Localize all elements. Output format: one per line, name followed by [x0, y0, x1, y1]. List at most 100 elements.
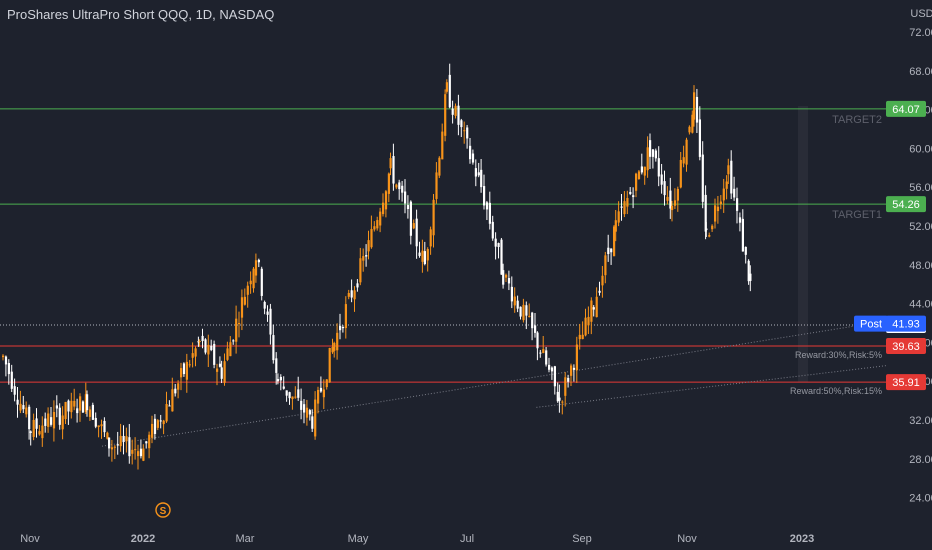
candle-body: [229, 342, 232, 357]
candle-body: [198, 340, 201, 342]
candle-body: [429, 229, 432, 247]
candle-body: [148, 434, 151, 449]
candle-body: [719, 201, 722, 205]
candle-body: [165, 403, 168, 422]
x-tick-label: Sep: [572, 533, 592, 545]
candle-body: [558, 397, 561, 401]
candle-body: [629, 191, 632, 194]
candle-body: [695, 96, 699, 123]
candle-body: [70, 400, 73, 413]
candle-body: [421, 250, 424, 262]
candle-body: [131, 449, 134, 454]
candle-body: [266, 311, 269, 315]
candle-body: [722, 188, 725, 201]
candle-body: [556, 391, 559, 402]
candle-body: [291, 396, 294, 400]
candle-body: [81, 401, 85, 413]
candle-body: [483, 186, 486, 206]
candle-body: [311, 416, 314, 429]
candle-body: [497, 243, 500, 248]
candle-body: [494, 238, 497, 247]
candle-body: [125, 436, 128, 442]
candle-body: [347, 292, 350, 297]
candle-body: [86, 394, 89, 411]
candle-body: [404, 191, 407, 204]
candle-body: [243, 296, 246, 305]
candle-body: [182, 363, 186, 375]
candle-body: [510, 286, 513, 302]
x-tick-label: Mar: [236, 533, 255, 545]
level-value-label: 54.26: [892, 199, 920, 211]
candle-body: [534, 325, 537, 333]
x-tick-label: Jul: [460, 533, 474, 545]
candle-body: [471, 153, 475, 163]
post-price-label: 41.93: [892, 319, 920, 331]
y-tick-label: 48.00: [909, 260, 932, 272]
event-marker[interactable]: [155, 502, 171, 518]
candle-body: [666, 196, 669, 201]
candle-body: [19, 403, 22, 411]
x-tick-label: Nov: [677, 533, 697, 545]
candle-body: [623, 201, 626, 215]
candle-body: [693, 92, 696, 120]
candle-body: [119, 435, 122, 447]
candle-body: [194, 348, 197, 357]
candle-body: [362, 256, 365, 261]
candle-body: [519, 306, 522, 317]
candle-body: [285, 390, 288, 396]
candle-body: [626, 198, 629, 207]
candle-body: [177, 383, 180, 390]
candle-body: [162, 420, 165, 425]
candle-body: [444, 94, 447, 136]
x-tick-label: 2022: [131, 533, 155, 545]
candle-body: [567, 377, 570, 382]
candle-body: [643, 166, 646, 176]
candle-body: [607, 247, 610, 255]
candle-body: [398, 182, 401, 190]
candle-body: [103, 420, 106, 433]
candle-body: [97, 425, 100, 428]
candle-body: [197, 341, 200, 343]
candle-body: [392, 156, 395, 184]
candle-body: [32, 420, 35, 437]
candle-body: [395, 184, 398, 188]
candle-body: [536, 332, 539, 349]
candle-body: [52, 412, 56, 429]
candle-body: [94, 417, 97, 427]
candle-body: [226, 348, 229, 360]
candle-body: [235, 318, 238, 342]
y-tick-label: 52.00: [909, 221, 932, 233]
candle-body: [137, 451, 140, 457]
candle-body: [254, 260, 258, 276]
candle-body: [637, 171, 641, 180]
candle-body: [513, 296, 516, 306]
candle-body: [445, 82, 448, 92]
candle-body: [438, 157, 441, 176]
candle-body: [328, 347, 331, 383]
candle-body: [297, 389, 300, 398]
candle-body: [145, 441, 148, 444]
x-tick-label: May: [348, 533, 369, 545]
candle-body: [367, 240, 370, 252]
candle-body: [47, 413, 50, 427]
candle-body: [108, 437, 111, 449]
candle-body: [41, 425, 44, 439]
candle-body: [528, 315, 531, 317]
candle-body: [617, 211, 620, 223]
candle-body: [711, 225, 714, 230]
level-name-label: Reward:30%,Risk:5%: [795, 350, 882, 360]
candle-body: [454, 105, 457, 116]
candle-body: [679, 159, 682, 188]
candle-body: [151, 423, 154, 438]
level-name-label: Reward:50%,Risk:15%: [790, 386, 882, 396]
trendline[interactable]: [101, 320, 887, 447]
candle-body: [113, 446, 116, 448]
candle-body: [727, 165, 730, 175]
candle-body: [488, 202, 491, 224]
y-tick-label: 68.00: [909, 66, 932, 78]
candle-body: [76, 408, 79, 414]
candle-body: [491, 221, 494, 239]
candle-body: [171, 389, 174, 412]
